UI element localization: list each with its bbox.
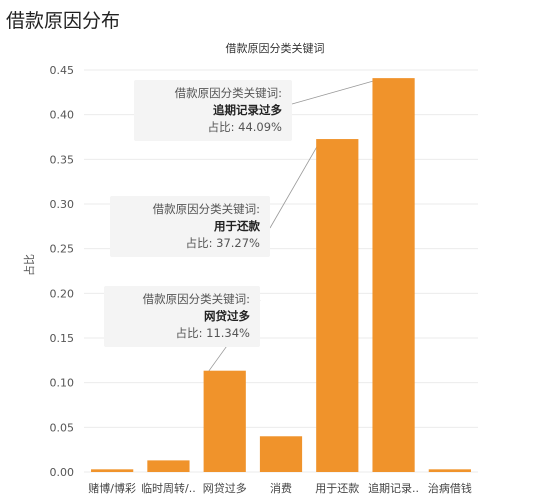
x-tick-label: 用于还款 [315,481,359,495]
bar [91,469,134,472]
tooltip-huankuan: 借款原因分类关键词: 用于还款 占比: 37.27% [110,196,270,257]
tooltip-share: 占比: 44.09% [207,120,282,134]
x-tick-label: 临时周转/.. [141,481,196,495]
tooltip-category: 用于还款 [214,219,260,233]
y-tick-label: 0.15 [50,332,75,345]
tooltip-header: 借款原因分类关键词: [142,292,250,306]
y-tick-label: 0.05 [50,421,75,434]
tooltip-header: 借款原因分类关键词: [152,202,260,216]
tooltip-share: 占比: 37.27% [185,236,260,250]
annotation-connector [269,140,321,229]
tooltip-category: 网贷过多 [204,309,250,323]
tooltip-yuqi: 借款原因分类关键词: 追期记录过多 占比: 44.09% [134,80,292,141]
x-axis-ticks: 赌博/博彩 临时周转/.. 网贷过多 消费 用于还款 追期记录.. 治病借钱 [88,481,472,495]
annotation-connector [291,79,377,105]
bar [259,436,303,472]
y-tick-label: 0.30 [50,198,75,211]
x-tick-label: 治病借钱 [428,481,472,495]
tooltip-header: 借款原因分类关键词: [174,86,282,100]
x-tick-label: 赌博/博彩 [88,481,136,495]
y-tick-label: 0.40 [50,109,75,122]
bar [428,469,471,472]
y-tick-label: 0.35 [50,153,75,166]
tooltip-category: 追期记录过多 [213,103,282,117]
y-tick-label: 0.25 [50,243,75,256]
page-title: 借款原因分布 [6,10,121,32]
tooltip-wanggai: 借款原因分类关键词: 网贷过多 占比: 11.34% [104,286,260,347]
y-tick-label: 0.45 [50,64,75,77]
y-tick-label: 0.10 [50,377,75,390]
y-tick-label: 0.20 [50,287,75,300]
y-axis-ticks: 0.00 0.05 0.10 0.15 0.20 0.25 0.30 0.35 0.40 0.45 [50,64,75,479]
y-tick-label: 0.00 [50,466,75,479]
y-axis-label: 占比 [22,254,36,276]
x-tick-label: 追期记录.. [368,481,419,495]
chart-title: 借款原因分类关键词 [226,41,325,55]
x-tick-label: 网贷过多 [203,481,247,495]
bar [316,139,359,472]
tooltip-share: 占比: 11.34% [175,326,250,340]
x-tick-label: 消费 [270,481,292,495]
bars [91,78,471,472]
bar [203,370,246,472]
bar [372,78,415,472]
bar [147,460,190,472]
